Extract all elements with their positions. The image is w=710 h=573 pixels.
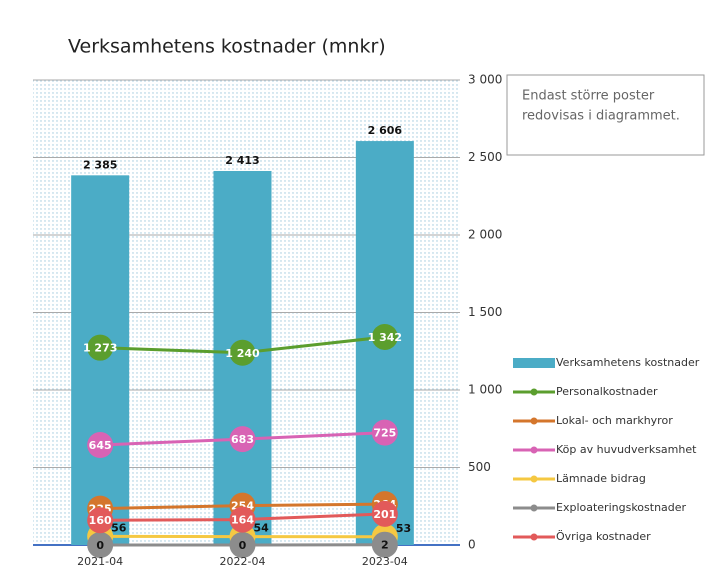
x-tick-label: 2021-04 bbox=[77, 555, 123, 568]
legend-swatch bbox=[530, 446, 538, 454]
data-label: 725 bbox=[373, 427, 396, 440]
y-tick-label: 1 500 bbox=[468, 305, 502, 319]
data-label: 53 bbox=[396, 522, 411, 535]
data-label: 1 240 bbox=[225, 347, 260, 360]
legend-label: Personalkostnader bbox=[556, 385, 658, 398]
marker bbox=[229, 506, 256, 533]
legend-label: Lokal- och markhyror bbox=[556, 414, 673, 427]
annotation-box bbox=[506, 74, 705, 156]
data-label: 160 bbox=[89, 514, 112, 527]
data-label: 201 bbox=[373, 508, 396, 521]
legend-swatch bbox=[530, 533, 538, 541]
legend-swatch bbox=[513, 358, 555, 368]
legend-label: Exploateringskostnader bbox=[556, 501, 687, 514]
y-tick-label: 2 000 bbox=[468, 228, 502, 242]
y-tick-label: 3 000 bbox=[468, 73, 502, 87]
marker bbox=[229, 532, 256, 558]
marker bbox=[87, 532, 114, 558]
data-label: 0 bbox=[239, 539, 247, 552]
marker bbox=[371, 323, 398, 350]
x-tick-label: 2023-04 bbox=[362, 555, 408, 568]
marker bbox=[229, 339, 256, 366]
legend-label: Lämnade bidrag bbox=[556, 472, 646, 485]
legend-label: Övriga kostnader bbox=[556, 530, 651, 543]
legend-swatch bbox=[530, 417, 538, 425]
x-tick-label: 2022-04 bbox=[220, 555, 266, 568]
legend-swatch bbox=[530, 388, 538, 396]
data-label: 2 bbox=[381, 539, 389, 552]
data-label: 645 bbox=[89, 439, 112, 452]
y-tick-label: 1 000 bbox=[468, 383, 502, 397]
y-tick-label: 500 bbox=[468, 460, 491, 474]
marker bbox=[371, 531, 398, 558]
legend-label: Köp av huvudverksamhet bbox=[556, 443, 697, 456]
data-label: 683 bbox=[231, 433, 254, 446]
data-label: 1 273 bbox=[83, 342, 117, 355]
annotation: Endast större poster bbox=[522, 89, 655, 104]
legend-swatch bbox=[530, 504, 538, 512]
y-tick-label: 2 500 bbox=[468, 150, 502, 164]
marker bbox=[229, 426, 256, 453]
data-label: 56 bbox=[111, 521, 127, 534]
data-label: 1 342 bbox=[368, 331, 402, 344]
data-label: 2 385 bbox=[83, 158, 117, 171]
data-label: 164 bbox=[231, 514, 254, 527]
data-label: 2 606 bbox=[368, 124, 403, 137]
marker bbox=[87, 334, 114, 361]
legend-label: Verksamhetens kostnader bbox=[556, 356, 700, 369]
annotation: redovisas i diagrammet. bbox=[522, 109, 680, 124]
data-label: 2 413 bbox=[225, 154, 259, 167]
marker bbox=[371, 500, 398, 527]
legend-swatch bbox=[530, 475, 538, 483]
chart-title: Verksamhetens kostnader (mnkr) bbox=[68, 36, 386, 58]
marker bbox=[87, 507, 114, 534]
data-label: 0 bbox=[96, 539, 104, 552]
marker bbox=[87, 432, 114, 459]
data-label: 54 bbox=[254, 522, 270, 535]
marker bbox=[371, 419, 398, 446]
y-tick-label: 0 bbox=[468, 538, 476, 552]
